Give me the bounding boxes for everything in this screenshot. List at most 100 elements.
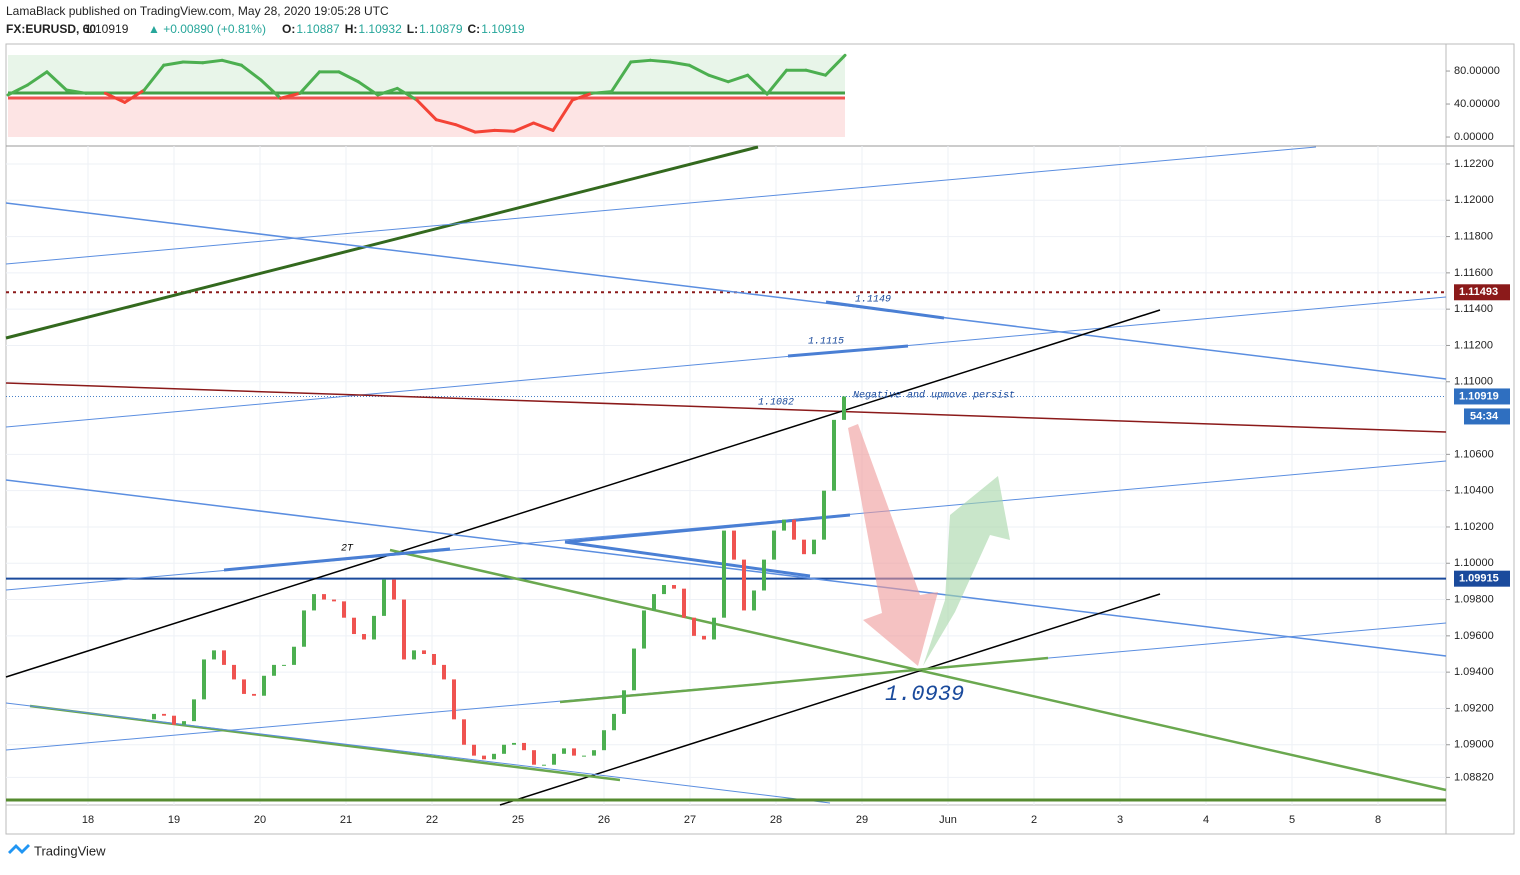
candle — [252, 693, 256, 696]
indicator-segment — [6, 83, 29, 97]
indicator-segment — [746, 73, 769, 96]
indicator-segment — [434, 118, 458, 127]
ohlc-label: L: — [407, 22, 418, 36]
y-tick-label: 1.11800 — [1454, 230, 1493, 242]
annotation: 1.1149 — [855, 295, 891, 306]
annotation: Negative and upmove persist — [853, 390, 1015, 402]
candle — [172, 715, 176, 725]
indicator-segment — [298, 70, 321, 95]
candle — [202, 659, 206, 700]
candle — [612, 713, 616, 731]
candle — [262, 675, 266, 696]
candle — [142, 719, 146, 721]
candle — [732, 530, 736, 560]
ohlc-label: C: — [468, 22, 481, 36]
grid — [6, 146, 1446, 805]
y-tick-label: 1.10400 — [1454, 485, 1494, 497]
candle — [332, 599, 336, 602]
x-tick-label: 5 — [1289, 814, 1295, 826]
y-tick-label: 1.08820 — [1454, 771, 1494, 783]
candle — [272, 664, 276, 676]
candles — [142, 396, 846, 766]
y-tick-label: 1.09200 — [1454, 702, 1494, 714]
indicator-segment — [668, 60, 691, 67]
indicator-segment — [765, 68, 789, 96]
trendline — [5, 309, 1161, 678]
indicator-segment — [279, 91, 302, 100]
candle — [352, 617, 356, 635]
indicator-segment — [25, 70, 49, 87]
indicator-segment — [220, 58, 244, 67]
level-segment — [825, 300, 945, 320]
candle — [392, 579, 396, 600]
indicator-segment — [707, 73, 730, 84]
candle — [742, 559, 746, 611]
candle — [362, 634, 366, 640]
annotation: 1.1082 — [758, 398, 794, 409]
y-tick-label: 1.09400 — [1454, 666, 1494, 678]
candle — [222, 650, 226, 665]
candle — [422, 650, 426, 654]
indicator-segment — [609, 60, 633, 94]
up-arrow — [923, 476, 1010, 666]
candle — [582, 755, 586, 757]
candle — [452, 679, 456, 720]
candle — [382, 579, 386, 616]
candle — [342, 601, 346, 618]
indicator-tick-label: 80.00000 — [1454, 65, 1500, 77]
symbol: FX:EURUSD, 60 — [6, 22, 96, 36]
candle — [372, 615, 376, 640]
candle — [532, 750, 536, 765]
candle — [242, 679, 246, 694]
candle — [212, 650, 216, 660]
candle — [482, 755, 486, 760]
indicator-segment — [493, 128, 516, 133]
x-tick-label: 19 — [168, 814, 180, 826]
candle — [772, 530, 776, 560]
candle — [472, 744, 476, 756]
indicator-segment — [454, 123, 477, 134]
countdown-box — [1464, 408, 1510, 425]
indicator-segment — [337, 70, 360, 84]
indicator-segment — [376, 86, 399, 97]
candle — [462, 719, 466, 745]
candle — [662, 585, 666, 595]
y-tick-label: 1.11400 — [1454, 303, 1493, 315]
y-tick-label: 1.09800 — [1454, 593, 1494, 605]
price-tag — [1454, 284, 1510, 301]
indicator-segment — [629, 58, 652, 64]
candle — [502, 744, 506, 754]
indicator-segment — [824, 53, 847, 77]
indicator-segment — [551, 98, 574, 132]
candle — [552, 753, 556, 765]
ohlc-value: 1.10887 — [296, 22, 340, 36]
x-tick-label: 2 — [1031, 814, 1037, 826]
indicator-segment — [532, 121, 555, 132]
ohlc-value: 1.10879 — [419, 22, 463, 36]
indicator-segment — [162, 60, 185, 67]
indicator-tick-label: 0.00000 — [1454, 131, 1494, 143]
indicator-segment — [570, 91, 594, 102]
candle — [292, 646, 296, 665]
indicator-segment — [726, 73, 750, 84]
candle — [412, 650, 416, 660]
trendline — [5, 146, 1317, 265]
candle — [492, 753, 496, 760]
x-tick-label: Jun — [939, 814, 957, 826]
logo — [8, 844, 30, 854]
indicator-segment — [804, 68, 828, 77]
y-tick-label: 1.12000 — [1454, 194, 1494, 206]
indicator-segment — [142, 63, 166, 92]
y-tick-label: 1.09600 — [1454, 630, 1494, 642]
y-tick-label: 1.11000 — [1454, 376, 1493, 388]
y-tick-label: 1.10200 — [1454, 521, 1494, 533]
candle — [152, 713, 156, 720]
x-tick-label: 27 — [684, 814, 696, 826]
x-tick-label: 18 — [82, 814, 94, 826]
candle — [832, 419, 836, 491]
indicator-segment — [648, 58, 672, 64]
candle — [782, 519, 786, 531]
ohlc-label: O: — [282, 22, 295, 36]
annotation: 2T — [341, 544, 354, 555]
